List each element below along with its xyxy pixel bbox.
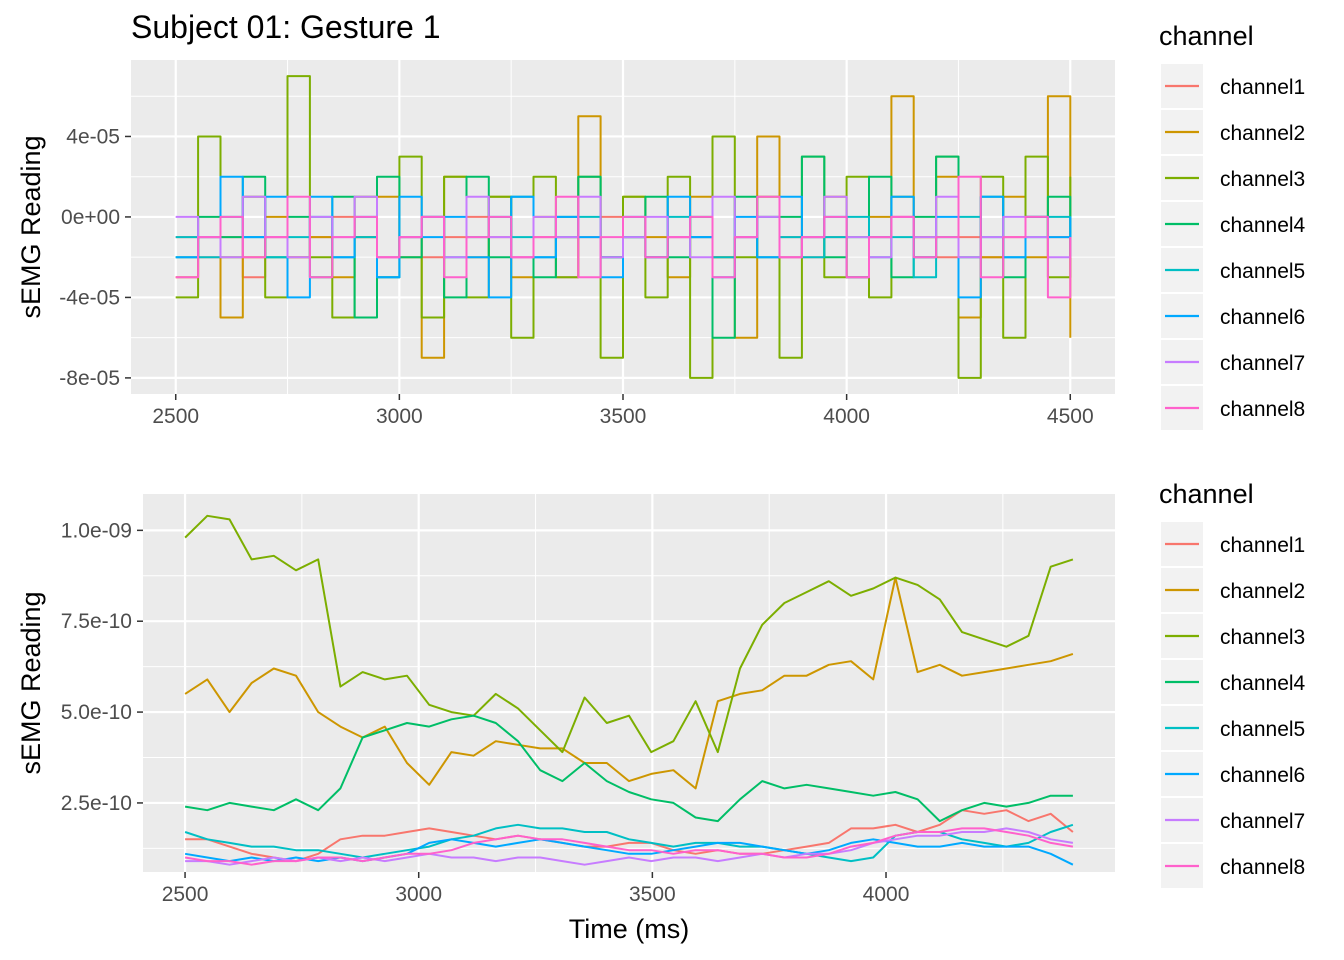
y-tick-label: 0e+00 xyxy=(61,206,120,229)
legend-label-channel8: channel8 xyxy=(1220,856,1305,879)
x-tick-label: 2500 xyxy=(152,405,199,428)
y-tick-label: -4e-05 xyxy=(59,286,120,309)
legend-label-channel7: channel7 xyxy=(1220,810,1305,833)
bottom-legend: channel channel1 channel2 channel3 channel4 c… xyxy=(1159,479,1306,888)
legend-label-channel6: channel6 xyxy=(1220,306,1305,329)
series-line-channel4 xyxy=(184,714,1073,823)
legend-label-channel3: channel3 xyxy=(1220,626,1305,649)
x-tick-label: 3000 xyxy=(395,883,442,906)
bottom-grid xyxy=(143,494,1115,872)
legend-label-channel8: channel8 xyxy=(1220,398,1305,421)
series-line-channel8 xyxy=(184,827,1074,866)
y-tick-label: 7.5e-10 xyxy=(61,610,132,633)
series-line-channel3 xyxy=(184,514,1074,754)
legend-title: channel xyxy=(1159,21,1254,51)
top-y-ticks: -8e-05 -4e-05 0e+00 4e-05 xyxy=(59,125,131,390)
y-tick-label: 2.5e-10 xyxy=(61,792,132,815)
legend-label-channel2: channel2 xyxy=(1220,122,1305,145)
series-line-channel1 xyxy=(185,809,1074,863)
legend-label-channel4: channel4 xyxy=(1220,214,1306,237)
bottom-x-ticks: 2500 3000 3500 4000 xyxy=(162,872,910,906)
y-tick-label: -8e-05 xyxy=(59,367,120,390)
top-legend: channel channel1 channel2 channel3 channel4 c… xyxy=(1159,21,1306,430)
x-tick-label: 2500 xyxy=(162,883,209,906)
top-series xyxy=(175,75,1072,379)
series-line-channel2 xyxy=(184,576,1074,790)
x-tick-label: 3500 xyxy=(600,405,647,428)
bottom-plot-background xyxy=(143,494,1115,872)
x-tick-label: 4500 xyxy=(1047,405,1094,428)
bottom-y-ticks: 2.5e-10 5.0e-10 7.5e-10 1.0e-09 xyxy=(61,519,143,815)
legend-title: channel xyxy=(1159,479,1254,509)
legend-label-channel1: channel1 xyxy=(1220,76,1305,99)
y-tick-label: 1.0e-09 xyxy=(61,519,132,542)
legend-label-channel3: channel3 xyxy=(1220,168,1305,191)
series-line-channel6 xyxy=(184,838,1074,866)
x-tick-label: 3500 xyxy=(629,883,676,906)
legend-label-channel6: channel6 xyxy=(1220,764,1305,787)
x-tick-label: 4000 xyxy=(863,883,910,906)
chart-title: Subject 01: Gesture 1 xyxy=(131,9,441,45)
legend-label-channel5: channel5 xyxy=(1220,718,1305,741)
bottom-x-axis-label: Time (ms) xyxy=(569,914,689,944)
bottom-panel: 2.5e-10 5.0e-10 7.5e-10 1.0e-09 2500 3000 350… xyxy=(16,479,1306,944)
top-y-axis-label: sEMG Reading xyxy=(16,135,46,318)
x-tick-label: 4000 xyxy=(823,405,870,428)
bottom-series xyxy=(184,514,1074,866)
top-panel: -8e-05 -4e-05 0e+00 4e-05 2500 3000 3500 4000 4… xyxy=(16,21,1306,430)
bottom-y-axis-label: sEMG Reading xyxy=(16,591,46,774)
legend-label-channel4: channel4 xyxy=(1220,672,1306,695)
series-line-channel7 xyxy=(185,827,1074,866)
top-x-ticks: 2500 3000 3500 4000 4500 xyxy=(152,394,1094,428)
legend-label-channel1: channel1 xyxy=(1220,534,1305,557)
legend-label-channel7: channel7 xyxy=(1220,352,1305,375)
y-tick-label: 5.0e-10 xyxy=(61,701,132,724)
legend-label-channel2: channel2 xyxy=(1220,580,1305,603)
series-line-channel8 xyxy=(175,175,1072,299)
x-tick-label: 3000 xyxy=(376,405,423,428)
y-tick-label: 4e-05 xyxy=(66,125,120,148)
legend-label-channel5: channel5 xyxy=(1220,260,1305,283)
